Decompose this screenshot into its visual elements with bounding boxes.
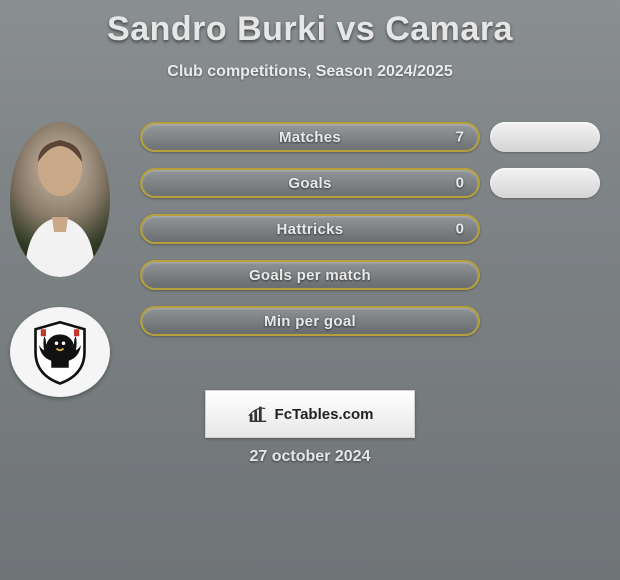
crest-icon: [25, 317, 95, 387]
stat-bar: Goals 0: [140, 168, 480, 198]
stat-right-slot: [490, 122, 610, 168]
stat-bar: Goals per match: [140, 260, 480, 290]
stat-label: Matches: [279, 129, 341, 146]
date-label: 27 october 2024: [0, 448, 620, 466]
stat-label: Goals per match: [249, 267, 371, 284]
page-title: Sandro Burki vs Camara: [0, 0, 620, 49]
chart-icon: [247, 403, 269, 425]
stat-value-left: 7: [456, 129, 464, 146]
player-avatar: [10, 122, 110, 277]
club-crest: [10, 307, 110, 397]
stat-bar: Matches 7: [140, 122, 480, 152]
stat-right-slot: [490, 306, 610, 352]
stat-right-slot: [490, 260, 610, 306]
stat-bar: Hattricks 0: [140, 214, 480, 244]
attribution-text: FcTables.com: [275, 406, 374, 423]
stat-right-slot: [490, 214, 610, 260]
subtitle: Club competitions, Season 2024/2025: [0, 63, 620, 81]
attribution-badge: FcTables.com: [205, 390, 415, 438]
stat-label: Goals: [288, 175, 331, 192]
stat-pill-right: [490, 122, 600, 152]
stat-bars-left: Matches 7 Goals 0 Hattricks 0 Goals per match M…: [140, 122, 480, 352]
stat-bars-right: [490, 122, 610, 352]
stat-value-left: 0: [456, 221, 464, 238]
stat-label: Min per goal: [264, 313, 356, 330]
avatar-placeholder-icon: [10, 122, 110, 277]
stat-label: Hattricks: [277, 221, 344, 238]
stat-bar: Min per goal: [140, 306, 480, 336]
stat-value-left: 0: [456, 175, 464, 192]
stat-right-slot: [490, 168, 610, 214]
stat-pill-right: [490, 168, 600, 198]
left-column: [10, 122, 120, 397]
